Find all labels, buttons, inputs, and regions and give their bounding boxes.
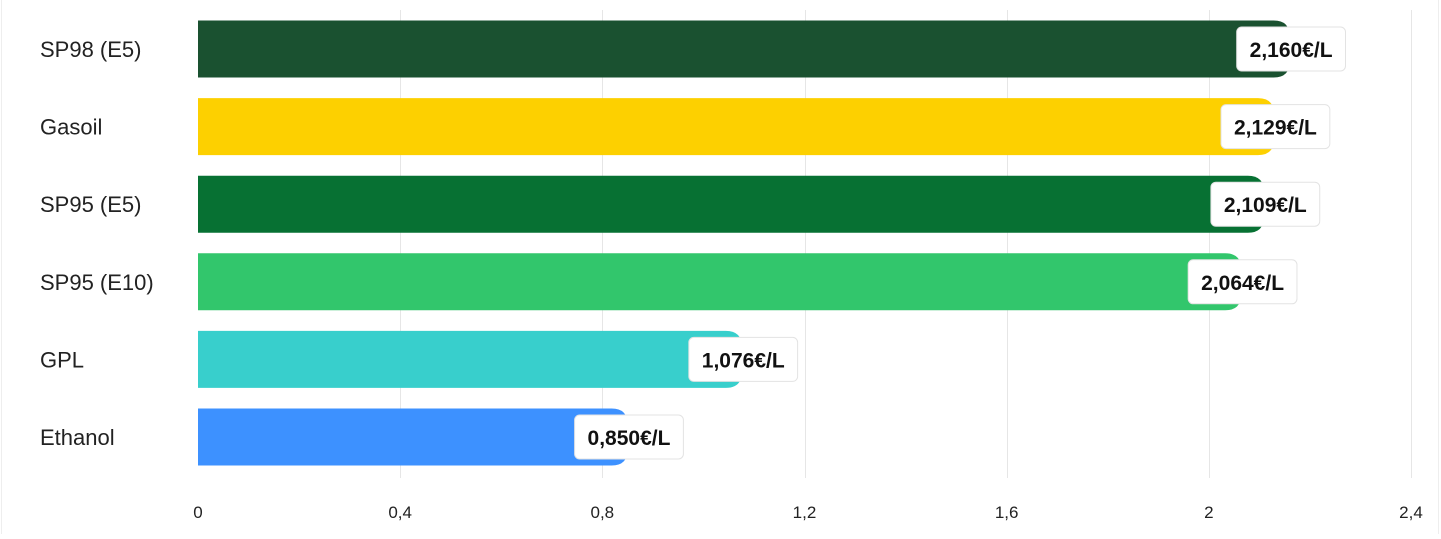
value-label-box — [1210, 181, 1321, 227]
bar — [198, 20, 1290, 78]
category-label: SP95 (E5) — [40, 192, 142, 217]
x-axis-ticks: 0 0,4 0,8 1,2 1,6 2 2,4 — [193, 503, 1423, 522]
category-label: Gasoil — [40, 115, 102, 140]
x-tick-label: 1,2 — [793, 503, 817, 522]
value-label: 2,064€/L — [1201, 272, 1284, 295]
category-label: Ethanol — [40, 425, 115, 450]
bar — [198, 175, 1264, 233]
category-label: SP95 (E10) — [40, 270, 154, 295]
value-label: 2,129€/L — [1234, 117, 1317, 140]
x-tick-label: 2 — [1204, 503, 1213, 522]
category-label: SP98 (E5) — [40, 37, 142, 62]
bar — [198, 98, 1275, 156]
category-labels: SP98 (E5) Gasoil SP95 (E5) SP95 (E10) GPL Eth… — [40, 37, 154, 450]
value-label: 2,160€/L — [1250, 39, 1333, 62]
value-label-box — [688, 336, 799, 382]
value-label-box — [574, 414, 684, 460]
bar — [198, 330, 742, 388]
bar — [198, 253, 1242, 311]
x-tick-label: 1,6 — [995, 503, 1019, 522]
x-tick-label: 0,8 — [591, 503, 615, 522]
value-label: 1,076€/L — [702, 349, 785, 372]
category-label: GPL — [40, 347, 84, 372]
value-label: 0,850€/L — [588, 427, 671, 450]
value-label: 2,109€/L — [1224, 194, 1307, 217]
bar — [198, 408, 628, 466]
x-tick-label: 0 — [193, 503, 202, 522]
bars: 2,160€/L 2,129€/L 2,109€/L 2,064€/L 1,076€/L… — [198, 20, 1346, 466]
chart-left-border — [1, 0, 2, 534]
value-label-box — [1220, 104, 1331, 150]
chart-right-border — [1438, 0, 1439, 534]
value-label-box — [1187, 259, 1298, 305]
x-tick-label: 0,4 — [388, 503, 412, 522]
grid-lines — [400, 10, 1412, 478]
value-label-box — [1236, 26, 1346, 72]
x-tick-label: 2,4 — [1399, 503, 1423, 522]
